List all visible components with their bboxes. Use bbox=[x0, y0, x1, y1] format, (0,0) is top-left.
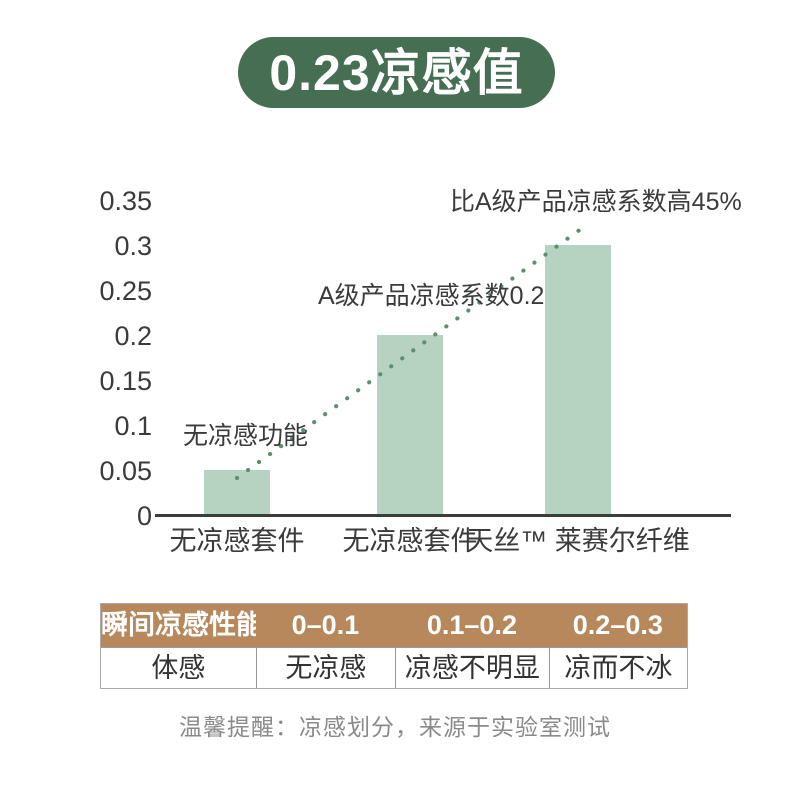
y-tick-label: 0 bbox=[136, 501, 152, 531]
y-tick-label: 0.2 bbox=[114, 321, 152, 351]
x-category-label: 天丝™ 莱赛尔纤维 bbox=[466, 526, 690, 556]
y-tick-label: 0.1 bbox=[114, 411, 152, 441]
y-tick-label: 0.25 bbox=[99, 276, 152, 306]
annotation-2: A级产品凉感系数0.2 bbox=[318, 282, 545, 310]
bar-1 bbox=[204, 470, 270, 515]
table-cell: 无凉感 bbox=[255, 648, 396, 688]
cooling-coefficient-bar-chart: 0.35 0.3 0.25 0.2 0.15 0.1 0.05 0 无凉感套件 无凉感套件 天丝™… bbox=[99, 186, 742, 556]
annotation-1: 无凉感功能 bbox=[183, 422, 309, 450]
y-tick-label: 0.35 bbox=[99, 186, 152, 216]
table-cell: 凉感不明显 bbox=[395, 648, 549, 688]
title-badge: 0.23凉感值 bbox=[238, 37, 555, 108]
y-tick-label: 0.15 bbox=[99, 366, 152, 396]
footnote: 温馨提醒：凉感划分，来源于实验室测试 bbox=[179, 714, 611, 740]
table-header-row: 瞬间凉感性能 0–0.1 0.1–0.2 0.2–0.3 bbox=[101, 604, 687, 648]
bar-2 bbox=[377, 335, 443, 515]
table-header-cell: 瞬间凉感性能 bbox=[101, 610, 256, 640]
table-header-cell: 0–0.1 bbox=[291, 610, 360, 640]
x-category-label: 无凉感套件 bbox=[342, 526, 478, 556]
x-axis-line bbox=[155, 514, 731, 517]
table-header-cell: 0.1–0.2 bbox=[426, 610, 517, 640]
table-cell: 体感 bbox=[101, 648, 256, 688]
bar-3 bbox=[545, 245, 611, 515]
table-body-row: 体感 无凉感 凉感不明显 凉而不冰 bbox=[101, 648, 687, 688]
y-tick-label: 0.05 bbox=[99, 456, 152, 486]
annotation-3: 比A级产品凉感系数高45% bbox=[450, 188, 742, 216]
cooling-performance-table: 瞬间凉感性能 0–0.1 0.1–0.2 0.2–0.3 体感 无凉感 凉感不明… bbox=[100, 603, 688, 689]
table-header-cell: 0.2–0.3 bbox=[572, 610, 663, 640]
table-cell: 凉而不冰 bbox=[548, 648, 687, 688]
x-category-label: 无凉感套件 bbox=[169, 526, 305, 556]
y-tick-label: 0.3 bbox=[114, 231, 152, 261]
title-badge-text: 0.23凉感值 bbox=[269, 44, 524, 101]
